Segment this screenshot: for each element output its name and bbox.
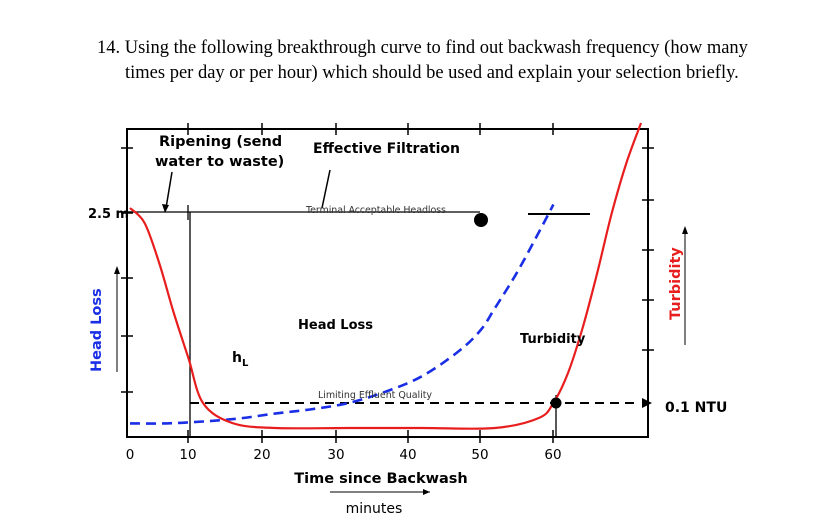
plot-frame <box>126 128 649 438</box>
y-left-label: Head Loss <box>89 288 105 372</box>
ripening-pointer-head <box>162 204 169 213</box>
ripening-annotation-line1: Ripening (send <box>159 134 282 150</box>
x-tick-30: 30 <box>327 447 344 463</box>
x-axis-arrowhead <box>423 489 430 495</box>
y-right-value: 0.1 NTU <box>665 400 727 416</box>
x-axis-unit: minutes <box>346 501 403 517</box>
effective-pointer <box>321 169 331 209</box>
top-ticks <box>187 123 554 135</box>
x-tick-40: 40 <box>399 447 416 463</box>
bottom-ticks <box>187 430 554 443</box>
question-text: 14. Using the following breakthrough cur… <box>97 36 812 86</box>
y-right-arrowhead <box>682 226 688 234</box>
y-left-value: 2.5 m <box>88 207 129 222</box>
x-tick-labels: 0 10 20 30 40 50 60 <box>126 447 562 463</box>
hl-symbol: hL <box>232 350 249 369</box>
right-ticks <box>642 147 654 351</box>
limiting-quality-point <box>550 397 562 409</box>
terminal-annotation: Terminal Acceptable Headloss <box>305 205 446 216</box>
limiting-quality-arrowhead <box>642 398 652 408</box>
limiting-annotation: Limiting Effluent Quality <box>318 390 432 401</box>
effective-annotation: Effective Filtration <box>313 141 460 157</box>
question-line-1: 14. Using the following breakthrough cur… <box>97 38 748 58</box>
turbidity-annotation: Turbidity <box>520 332 586 347</box>
headloss-annotation: Head Loss <box>298 318 373 333</box>
left-ticks <box>121 147 133 393</box>
x-tick-50: 50 <box>471 447 488 463</box>
series-turbidity-line <box>129 122 643 430</box>
y-left-arrowhead <box>114 266 120 274</box>
x-axis-label: Time since Backwash <box>294 471 467 487</box>
terminal-headloss-point <box>474 213 488 227</box>
x-tick-60: 60 <box>544 447 561 463</box>
y-right-label: Turbidity <box>668 247 684 320</box>
question-line-2: times per day or per hour) which should … <box>125 63 739 83</box>
series-head-loss-line <box>129 203 555 425</box>
ripening-pointer <box>165 171 173 209</box>
x-tick-20: 20 <box>253 447 270 463</box>
x-tick-10: 10 <box>179 447 196 463</box>
ripening-annotation-line2: water to waste) <box>155 154 284 170</box>
x-tick-0: 0 <box>126 447 135 463</box>
